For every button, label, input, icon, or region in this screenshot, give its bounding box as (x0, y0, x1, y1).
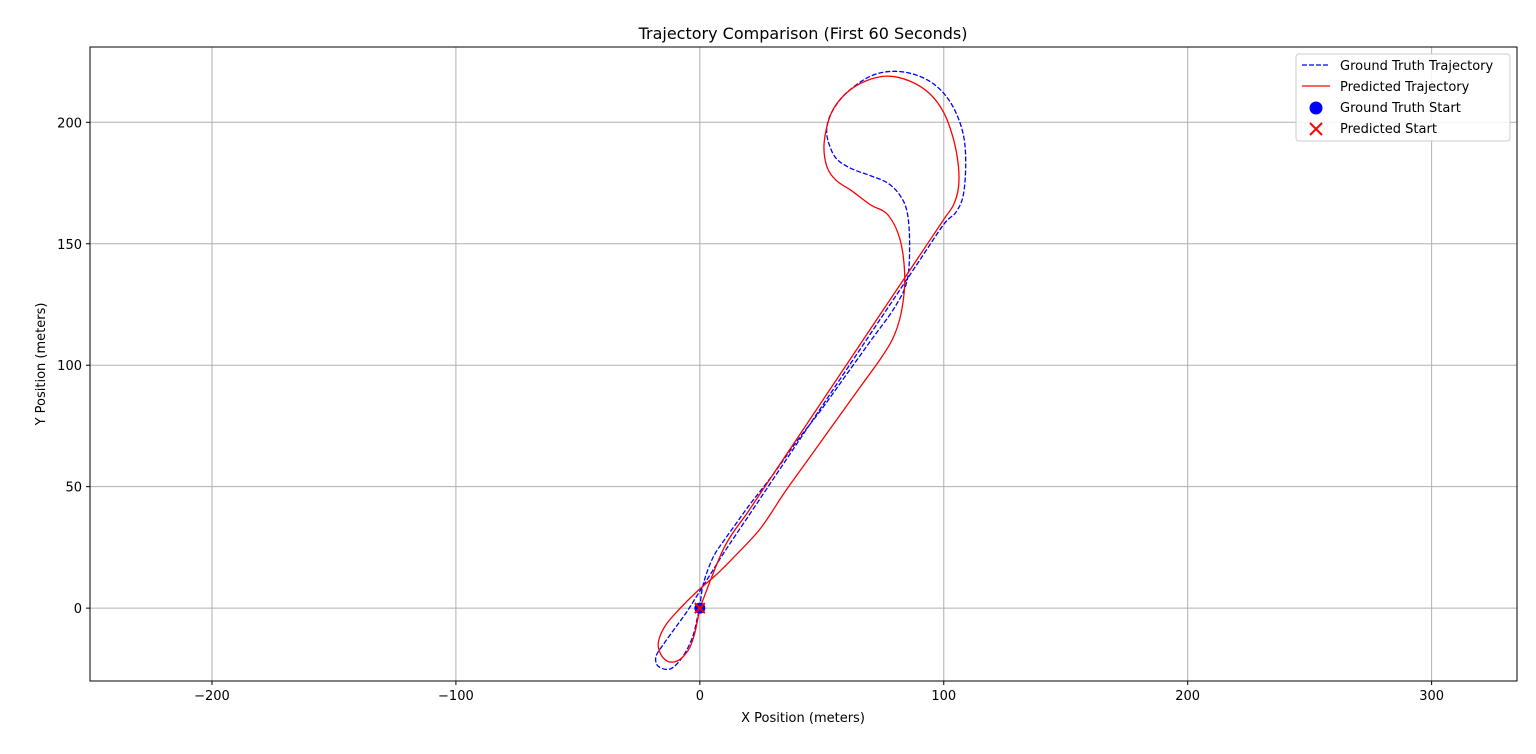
x-tick-label: −200 (194, 689, 230, 704)
plot-frame (89, 46, 1518, 682)
y-tick-label: 150 (57, 238, 82, 253)
x-tick-label: −100 (438, 689, 474, 704)
y-axis-label: Y Position (meters) (34, 303, 49, 427)
predicted-trajectory-line (657, 75, 960, 663)
x-tick-label: 100 (931, 689, 956, 704)
legend-label-ground-truth-start: Ground Truth Start (1340, 101, 1461, 116)
x-tick-label: 0 (696, 689, 704, 704)
y-tick-label: 0 (74, 602, 82, 617)
ground-truth-trajectory-line (654, 70, 967, 671)
legend-marker-predicted-start (1309, 122, 1323, 136)
plot-lines (654, 70, 967, 671)
predicted-start-marker (694, 602, 706, 614)
x-axis-label: X Position (meters) (741, 711, 865, 726)
legend-marker-ground-truth-start (1309, 101, 1323, 115)
start-markers (694, 602, 706, 614)
y-tick-label: 200 (57, 116, 82, 131)
legend-box (1295, 53, 1511, 142)
x-tick-label: 200 (1175, 689, 1200, 704)
legend-label-predicted: Predicted Trajectory (1340, 80, 1470, 95)
y-axis-ticks: 0 50 100 150 200 (57, 116, 90, 617)
chart-title: Trajectory Comparison (First 60 Seconds) (638, 24, 968, 43)
y-tick-label: 100 (57, 359, 82, 374)
x-axis-ticks: −200 −100 0 100 200 300 (194, 681, 1444, 704)
legend: Ground Truth Trajectory Predicted Trajec… (1295, 53, 1511, 142)
y-tick-label: 50 (65, 481, 82, 496)
x-tick-label: 300 (1419, 689, 1444, 704)
grid-lines (90, 47, 1517, 681)
legend-label-ground-truth: Ground Truth Trajectory (1340, 59, 1494, 74)
legend-label-predicted-start: Predicted Start (1340, 122, 1437, 137)
